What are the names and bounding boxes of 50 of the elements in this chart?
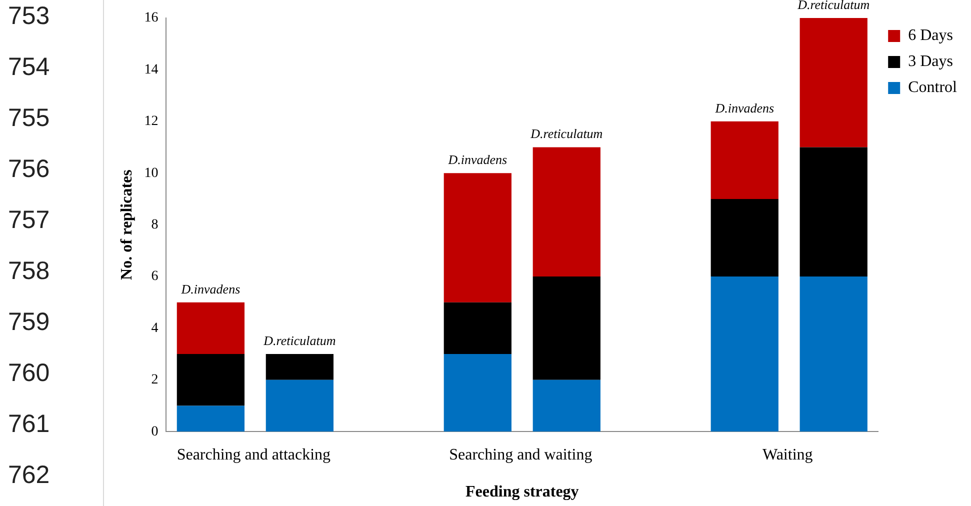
bar [800,147,868,276]
x-tick-label: Searching and attacking [176,446,331,464]
annotation: D.invadens [714,100,774,116]
bar [710,276,778,432]
y-tick-label: 16 [144,10,158,26]
text: 761 [8,410,50,439]
legend-label: 3 Days [908,53,953,70]
x-axis-title: Feeding strategy [466,484,579,501]
bar [800,276,868,432]
bar [176,406,245,432]
bar [266,380,334,432]
text: 758 [8,257,50,286]
legend-label: Control [908,79,958,96]
bar [176,302,245,354]
text: 762 [8,461,50,490]
y-tick-label: 10 [144,166,158,181]
annotation: D.invadens [180,281,240,296]
text: 759 [8,308,50,337]
y-axis-title: No. of replicates [118,170,136,280]
y-tick-label: 6 [151,269,158,284]
legend-label: 6 Days [908,27,953,44]
bar [532,147,600,276]
annotation: D.reticulatum [796,0,870,12]
bar [444,173,512,302]
y-tick-label: 0 [151,424,158,440]
bar [266,354,334,380]
bar [176,354,245,406]
text: 756 [8,155,50,184]
annotation: D.reticulatum [262,332,336,348]
x-tick-label: Waiting [762,446,813,464]
bar [532,276,600,380]
bar [710,198,778,276]
text: 760 [8,359,50,388]
text: 755 [8,104,50,133]
y-tick-label: 8 [151,217,158,232]
annotation: D.reticulatum [530,126,603,142]
y-tick-label: 12 [144,114,158,130]
bar [444,302,512,354]
bar [444,354,512,432]
bar [532,380,600,432]
annotation: D.invadens [447,152,508,168]
text: 754 [8,53,50,82]
bar [710,121,778,199]
text: 757 [8,206,50,235]
text: 753 [8,2,50,31]
x-tick-label: Searching and waiting [449,446,592,464]
y-tick-label: 2 [151,372,158,388]
y-tick-label: 4 [151,320,158,336]
bar [800,18,868,148]
y-tick-label: 14 [144,62,158,78]
